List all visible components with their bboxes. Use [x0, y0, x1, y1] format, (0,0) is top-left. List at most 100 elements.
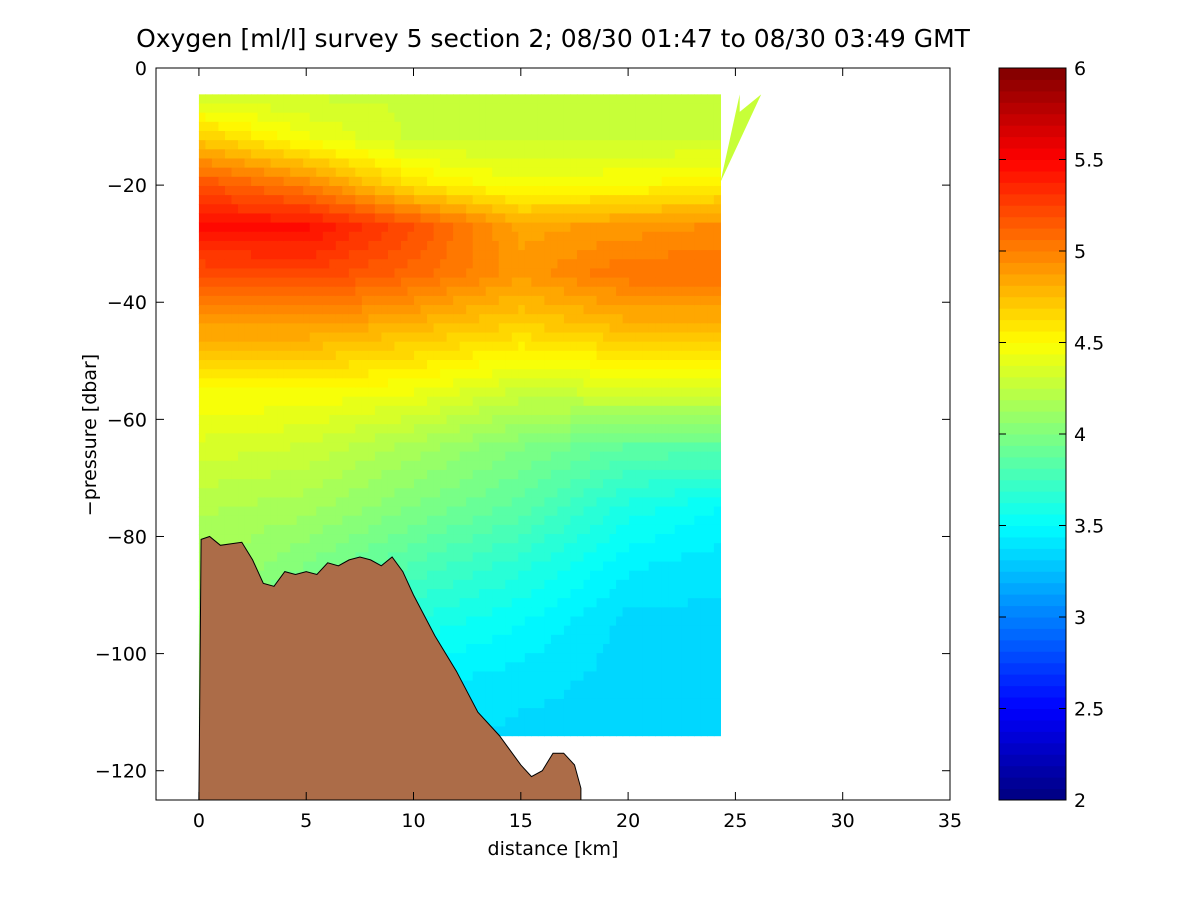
field-cell: [355, 497, 363, 508]
field-cell: [635, 121, 643, 132]
field-cell: [609, 506, 617, 517]
field-cell: [329, 130, 337, 141]
field-cell: [479, 625, 487, 636]
field-cell: [642, 158, 650, 169]
field-cell: [427, 185, 435, 196]
field-cell: [394, 305, 402, 315]
field-cell: [544, 158, 552, 169]
field-cell: [550, 222, 559, 233]
field-cell: [440, 240, 448, 251]
field-cell: [374, 286, 383, 297]
field-cell: [218, 213, 226, 224]
field-cell: [629, 643, 637, 654]
field-cell: [609, 323, 617, 334]
field-cell: [524, 524, 532, 535]
field-cell: [485, 341, 493, 352]
field-cell: [446, 314, 454, 324]
field-cell: [322, 295, 330, 306]
field-cell: [251, 451, 259, 462]
field-cell: [453, 598, 461, 608]
field-cell: [453, 469, 461, 480]
field-cell: [498, 360, 506, 370]
field-cell: [498, 634, 506, 645]
field-cell: [296, 451, 304, 462]
field-cell: [616, 332, 624, 343]
field-cell: [257, 424, 265, 434]
field-cell: [374, 405, 383, 416]
field-cell: [485, 680, 493, 691]
field-cell: [400, 213, 409, 224]
field-cell: [524, 653, 532, 663]
field-cell: [531, 158, 539, 169]
field-cell: [414, 561, 422, 572]
field-cell: [342, 515, 350, 526]
field-cell: [296, 167, 304, 178]
field-cell: [374, 515, 383, 526]
field-cell: [655, 479, 663, 489]
field-cell: [309, 314, 317, 324]
field-cell: [466, 579, 474, 590]
field-cell: [505, 708, 513, 718]
field-cell: [427, 158, 435, 169]
field-cell: [596, 140, 604, 150]
field-cell: [635, 350, 643, 361]
field-cell: [407, 350, 415, 361]
field-cell: [277, 534, 285, 544]
field-cell: [635, 204, 643, 215]
field-cell: [381, 121, 389, 132]
field-cell: [518, 350, 526, 361]
field-cell: [622, 341, 630, 352]
field-cell: [590, 149, 598, 160]
field-cell: [420, 598, 428, 608]
field-cell: [342, 222, 350, 233]
field-cell: [329, 121, 337, 132]
field-cell: [479, 616, 487, 627]
field-cell: [616, 698, 624, 709]
field-cell: [427, 570, 435, 581]
field-cell: [479, 543, 487, 553]
field-cell: [648, 213, 656, 224]
field-cell: [531, 708, 539, 718]
field-cell: [440, 176, 448, 187]
field-cell: [642, 112, 650, 123]
field-cell: [244, 524, 252, 535]
field-cell: [622, 213, 630, 224]
field-cell: [440, 414, 448, 425]
field-cell: [537, 625, 545, 636]
field-cell: [407, 130, 415, 141]
field-cell: [231, 396, 239, 407]
field-cell: [342, 286, 350, 297]
field-cell: [283, 405, 291, 416]
field-cell: [348, 433, 356, 444]
field-cell: [407, 140, 415, 150]
field-cell: [394, 204, 402, 215]
field-cell: [590, 158, 598, 169]
field-cell: [394, 396, 402, 407]
field-cell: [518, 204, 526, 215]
field-cell: [270, 103, 278, 114]
field-cell: [511, 433, 519, 444]
field-cell: [472, 268, 480, 279]
field-cell: [511, 350, 519, 361]
field-cell: [661, 222, 669, 233]
field-cell: [511, 121, 519, 132]
field-cell: [374, 250, 383, 260]
field-cell: [387, 332, 396, 343]
field-cell: [374, 94, 383, 105]
field-cell: [407, 295, 415, 306]
field-cell: [322, 103, 330, 114]
field-cell: [661, 204, 669, 215]
field-cell: [394, 195, 402, 205]
field-cell: [231, 204, 239, 215]
field-cell: [459, 671, 467, 682]
field-cell: [492, 222, 500, 233]
field-cell: [211, 524, 220, 535]
field-cell: [616, 653, 624, 663]
field-cell: [342, 414, 350, 425]
field-cell: [251, 543, 259, 553]
field-cell: [453, 204, 461, 215]
field-cell: [283, 130, 291, 141]
field-cell: [557, 625, 565, 636]
field-cell: [414, 305, 422, 315]
field-cell: [492, 634, 500, 645]
